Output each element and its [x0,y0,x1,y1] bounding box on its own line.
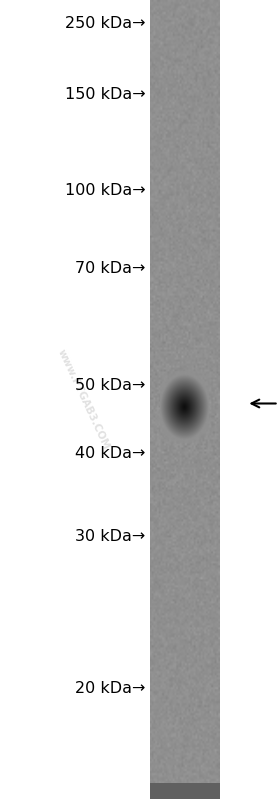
Text: 100 kDa→: 100 kDa→ [65,183,146,197]
Text: 150 kDa→: 150 kDa→ [65,87,146,101]
Text: 250 kDa→: 250 kDa→ [65,17,146,31]
Text: 50 kDa→: 50 kDa→ [75,379,146,393]
Text: 30 kDa→: 30 kDa→ [75,530,146,544]
Text: 70 kDa→: 70 kDa→ [75,261,146,276]
Text: www.PTGAB3.COM: www.PTGAB3.COM [56,348,112,451]
Bar [150,783,220,799]
Text: 20 kDa→: 20 kDa→ [75,682,146,696]
Text: 40 kDa→: 40 kDa→ [75,446,146,460]
Bar [150,0,220,799]
